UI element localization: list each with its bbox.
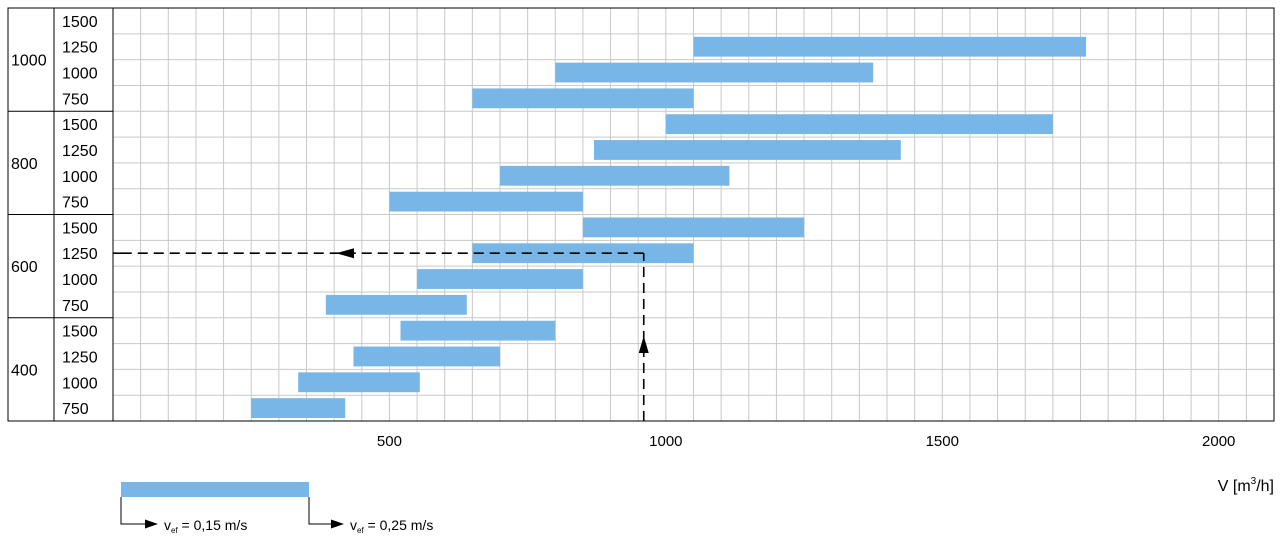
x-tick-label: 2000 xyxy=(1202,433,1235,450)
legend-max-arrowhead xyxy=(331,519,344,529)
bar-800-1000 xyxy=(500,165,730,186)
group-label: 800 xyxy=(11,156,38,173)
bar-600-1500 xyxy=(582,217,805,238)
bar-600-750 xyxy=(325,294,467,315)
bar-400-1250 xyxy=(353,346,500,367)
legend-min-arrow xyxy=(120,497,145,525)
legend-min-label: vef = 0,15 m/s xyxy=(164,517,247,535)
row-label: 1500 xyxy=(62,14,98,31)
bar-600-1250 xyxy=(472,243,694,264)
row-label: 1250 xyxy=(62,349,98,366)
grid xyxy=(113,8,1274,421)
row-label: 1000 xyxy=(62,169,98,186)
bar-800-1500 xyxy=(665,114,1053,135)
x-tick-label: 1000 xyxy=(649,433,682,450)
bar-400-750 xyxy=(251,398,346,418)
row-label: 750 xyxy=(62,91,89,108)
x-tick-label: 1500 xyxy=(926,433,959,450)
row-label: 750 xyxy=(62,195,89,212)
bar-800-750 xyxy=(389,191,583,212)
x-tick-label: 500 xyxy=(377,433,402,450)
reading-arrowhead-left xyxy=(336,248,354,259)
legend: vef = 0,15 m/s vef = 0,25 m/s xyxy=(120,482,433,535)
frame xyxy=(7,7,1275,422)
row-label: 1250 xyxy=(62,246,98,263)
bars xyxy=(251,36,1087,418)
bar-1000-1250 xyxy=(693,36,1087,57)
bar-400-1500 xyxy=(400,320,556,341)
legend-max-label: vef = 0,25 m/s xyxy=(350,517,433,535)
bar-600-1000 xyxy=(417,269,583,289)
row-label: 1500 xyxy=(62,324,98,341)
group-label: 1000 xyxy=(11,53,47,70)
bar-1000-750 xyxy=(472,88,694,109)
bar-1000-1000 xyxy=(555,62,874,83)
row-label: 750 xyxy=(62,401,89,418)
legend-min-arrowhead xyxy=(145,519,158,529)
x-tick-labels: 500 1000 1500 2000 xyxy=(377,433,1235,450)
bar-800-1250 xyxy=(593,140,901,160)
row-label: 750 xyxy=(62,298,89,315)
legend-max-arrow xyxy=(308,497,331,525)
x-axis-label: V [m3/h] xyxy=(1218,476,1274,495)
reading-example xyxy=(113,248,649,421)
row-label: 1000 xyxy=(62,66,98,83)
row-label: 1000 xyxy=(62,272,98,289)
row-label: 1000 xyxy=(62,375,98,392)
legend-bar xyxy=(121,482,309,497)
row-label: 1250 xyxy=(62,143,98,160)
reading-arrowhead-up xyxy=(638,336,649,353)
group-label: 600 xyxy=(11,259,38,276)
row-labels: 1500 1250 1000 750 1500 1250 1000 750 1500 1250 10… xyxy=(11,14,98,418)
group-label: 400 xyxy=(11,362,38,379)
bar-400-1000 xyxy=(298,372,420,393)
row-label: 1500 xyxy=(62,220,98,237)
row-label: 1500 xyxy=(62,117,98,134)
row-label: 1250 xyxy=(62,40,98,57)
